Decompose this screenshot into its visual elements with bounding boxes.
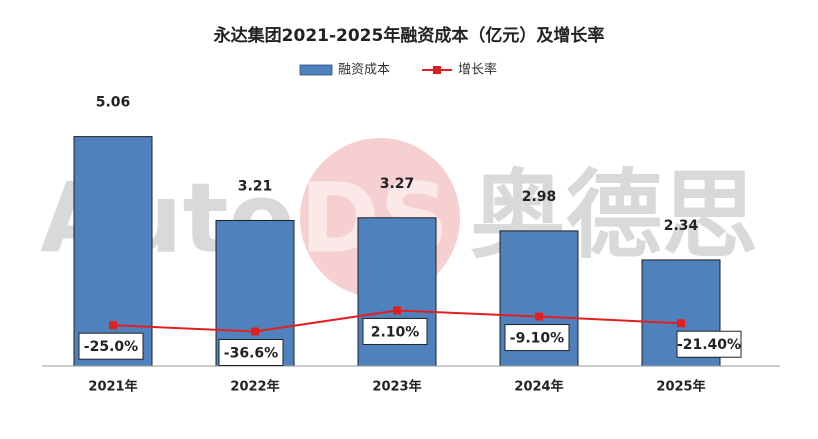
chart-title: 永达集团2021-2025年融资成本（亿元）及增长率 bbox=[213, 25, 605, 46]
legend-label: 增长率 bbox=[458, 62, 497, 78]
line-value-label: -25.0% bbox=[84, 339, 138, 355]
value-label-box bbox=[218, 339, 284, 367]
x-tick-label: 2024年 bbox=[514, 379, 563, 395]
line-value-label: -21.40% bbox=[677, 337, 741, 353]
legend-swatch bbox=[433, 66, 441, 74]
line-marker bbox=[535, 312, 543, 321]
x-tick-label: 2025年 bbox=[656, 379, 705, 395]
line-marker bbox=[393, 306, 401, 315]
value-label-box bbox=[78, 332, 144, 360]
x-tick-label: 2021年 bbox=[88, 379, 137, 395]
value-label-box bbox=[362, 317, 428, 345]
value-label-box bbox=[676, 330, 742, 358]
line-marker bbox=[251, 327, 259, 336]
bar-value-label: 2.98 bbox=[522, 189, 557, 205]
x-tick-label: 2023年 bbox=[372, 379, 421, 395]
legend-label: 融资成本 bbox=[338, 63, 390, 78]
bar-value-label: 5.06 bbox=[96, 95, 131, 111]
x-tick-label: 2022年 bbox=[230, 379, 279, 395]
line-value-label: -9.10% bbox=[510, 331, 564, 347]
bar bbox=[73, 136, 153, 367]
value-label-box bbox=[504, 324, 570, 352]
line-value-label: 2.10% bbox=[371, 324, 420, 340]
bar-value-label: 3.21 bbox=[238, 178, 273, 194]
line-marker bbox=[677, 319, 685, 328]
bar-value-label: 2.34 bbox=[664, 218, 699, 234]
legend-swatch bbox=[299, 64, 333, 76]
line-value-label: -36.6% bbox=[224, 346, 278, 362]
bar-value-label: 3.27 bbox=[380, 176, 415, 192]
line-marker bbox=[109, 321, 117, 330]
